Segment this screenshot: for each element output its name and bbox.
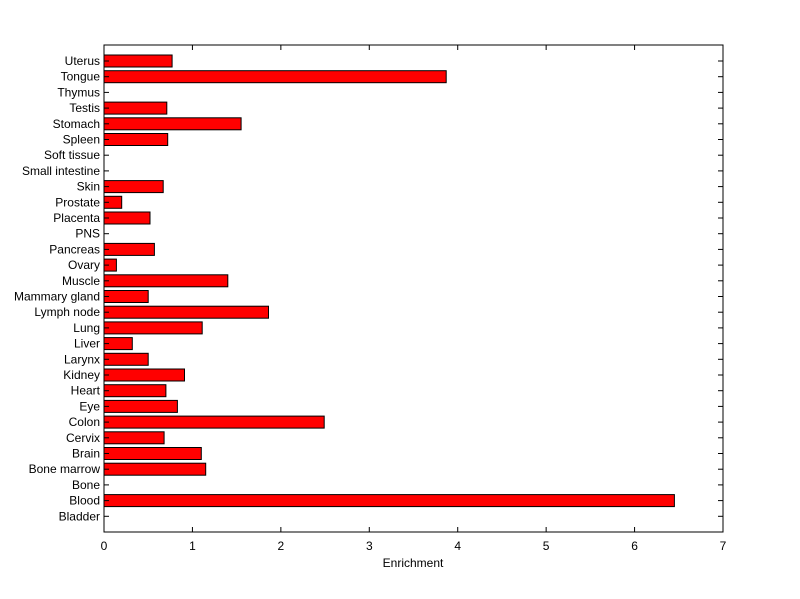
bar-stomach bbox=[103, 117, 242, 131]
y-tick-label: Spleen bbox=[63, 133, 100, 147]
y-tick-label: Muscle bbox=[62, 274, 100, 288]
bar-kidney bbox=[103, 368, 185, 382]
y-tick-label: Uterus bbox=[65, 54, 100, 68]
bar-blood bbox=[103, 494, 675, 508]
bar-mammary-gland bbox=[103, 290, 149, 303]
plot-area-frame bbox=[103, 44, 724, 533]
bar-uterus bbox=[103, 54, 173, 68]
x-tick-label: 5 bbox=[543, 539, 550, 553]
y-tick-label: Soft tissue bbox=[44, 148, 100, 162]
y-tick-label: Thymus bbox=[57, 85, 100, 99]
bar-lung bbox=[103, 321, 203, 335]
x-tick-label: 3 bbox=[366, 539, 373, 553]
y-tick-label: Ovary bbox=[68, 258, 100, 272]
x-tick-label: 7 bbox=[720, 539, 727, 553]
bar-brain bbox=[103, 447, 202, 460]
y-tick-label: Colon bbox=[69, 415, 100, 429]
bar-heart bbox=[103, 384, 167, 398]
y-tick-label: Kidney bbox=[63, 368, 100, 382]
y-tick-label: Testis bbox=[69, 101, 100, 115]
y-tick-label: Stomach bbox=[53, 117, 100, 131]
bar-tongue bbox=[103, 70, 447, 84]
bar-bone-marrow bbox=[103, 462, 207, 476]
y-tick-label: Skin bbox=[77, 180, 100, 194]
x-tick-label: 6 bbox=[631, 539, 638, 553]
y-tick-label: Small intestine bbox=[22, 164, 100, 178]
x-tick-label: 1 bbox=[189, 539, 196, 553]
bar-spleen bbox=[103, 133, 169, 146]
bar-colon bbox=[103, 415, 325, 429]
y-tick-label: PNS bbox=[75, 227, 100, 241]
bar-larynx bbox=[103, 352, 149, 366]
y-tick-label: Lymph node bbox=[34, 305, 100, 319]
y-tick-label: Pancreas bbox=[49, 242, 100, 256]
x-tick-label: 4 bbox=[454, 539, 461, 553]
bar-cervix bbox=[103, 431, 165, 445]
y-tick-label: Prostate bbox=[55, 195, 100, 209]
bar-muscle bbox=[103, 274, 229, 288]
y-tick-label: Bone marrow bbox=[29, 462, 101, 476]
x-axis-ticks: 0 1 2 3 4 5 6 7 bbox=[101, 45, 727, 553]
bar-pancreas bbox=[103, 242, 155, 256]
y-tick-label: Eye bbox=[79, 399, 100, 413]
y-tick-label: Mammary gland bbox=[14, 290, 100, 304]
bar-lymph-node bbox=[103, 305, 269, 319]
y-tick-label: Cervix bbox=[66, 431, 100, 445]
bar-skin bbox=[103, 180, 164, 194]
x-axis-title: Enrichment bbox=[383, 556, 444, 570]
y-tick-label: Blood bbox=[69, 494, 100, 508]
bar-placenta bbox=[103, 211, 151, 225]
y-tick-label: Larynx bbox=[64, 352, 100, 366]
x-tick-label: 0 bbox=[101, 539, 108, 553]
bar-testis bbox=[103, 101, 168, 115]
y-tick-label: Brain bbox=[72, 447, 100, 461]
y-tick-label: Placenta bbox=[53, 211, 100, 225]
x-tick-label: 2 bbox=[278, 539, 285, 553]
bar-eye bbox=[103, 399, 178, 413]
y-tick-label: Liver bbox=[74, 337, 100, 351]
y-tick-label: Bone bbox=[72, 478, 100, 492]
y-tick-label: Lung bbox=[73, 321, 100, 335]
y-tick-label: Tongue bbox=[61, 70, 101, 84]
y-tick-label: Heart bbox=[71, 384, 101, 398]
y-tick-label: Bladder bbox=[59, 509, 100, 523]
